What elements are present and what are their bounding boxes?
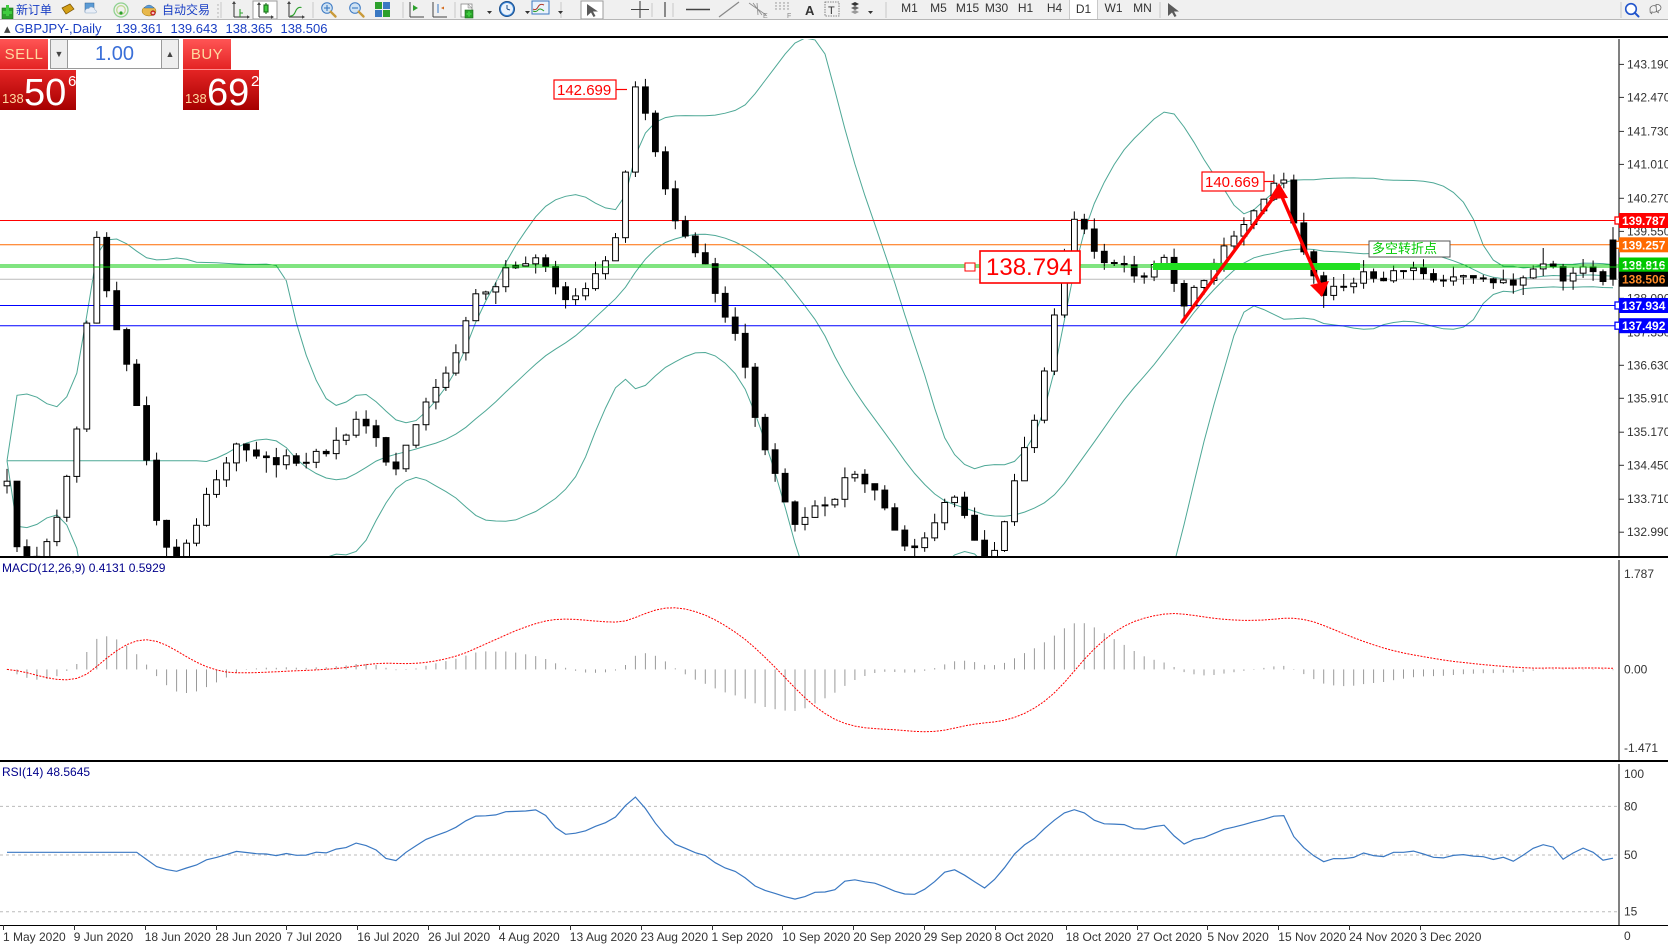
svg-text:132.990: 132.990 xyxy=(1627,525,1668,539)
svg-text:多空转折点: 多空转折点 xyxy=(1372,241,1437,256)
svg-text:A: A xyxy=(805,3,815,18)
svg-text:135.170: 135.170 xyxy=(1627,425,1668,439)
svg-text:0.00: 0.00 xyxy=(1624,662,1648,676)
svg-text:15: 15 xyxy=(1624,905,1638,919)
svg-text:-1.471: -1.471 xyxy=(1624,741,1658,755)
svg-text:143.190: 143.190 xyxy=(1627,57,1668,71)
svg-text:F: F xyxy=(787,13,791,20)
svg-text:新订单: 新订单 xyxy=(16,2,52,17)
svg-text:100: 100 xyxy=(1624,767,1644,781)
svg-text:T: T xyxy=(828,5,835,17)
svg-text:自动交易: 自动交易 xyxy=(162,2,210,17)
svg-text:134.450: 134.450 xyxy=(1627,458,1668,472)
svg-text:142.470: 142.470 xyxy=(1627,90,1668,104)
svg-text:50: 50 xyxy=(1624,848,1638,862)
svg-text:137.492: 137.492 xyxy=(1622,319,1666,333)
svg-text:MACD(12,26,9) 0.4131 0.5929: MACD(12,26,9) 0.4131 0.5929 xyxy=(2,561,166,575)
svg-text:136.630: 136.630 xyxy=(1627,358,1668,372)
svg-text:141.010: 141.010 xyxy=(1627,157,1668,171)
svg-text:138.794: 138.794 xyxy=(986,254,1073,281)
svg-text:140.669: 140.669 xyxy=(1205,174,1259,191)
svg-text:80: 80 xyxy=(1624,799,1638,813)
svg-text:RSI(14) 48.5645: RSI(14) 48.5645 xyxy=(2,765,90,779)
svg-text:137.934: 137.934 xyxy=(1622,299,1666,313)
svg-text:141.730: 141.730 xyxy=(1627,124,1668,138)
svg-text:135.910: 135.910 xyxy=(1627,391,1668,405)
svg-text:1.787: 1.787 xyxy=(1624,567,1654,581)
svg-text:142.699: 142.699 xyxy=(557,82,611,99)
svg-text:0: 0 xyxy=(1624,929,1631,943)
svg-text:138.506: 138.506 xyxy=(1622,273,1666,287)
svg-text:E: E xyxy=(763,13,768,20)
svg-text:138.816: 138.816 xyxy=(1622,259,1666,273)
svg-text:139.257: 139.257 xyxy=(1622,238,1666,252)
svg-text:140.270: 140.270 xyxy=(1627,191,1668,205)
svg-text:133.710: 133.710 xyxy=(1627,492,1668,506)
svg-text:139.787: 139.787 xyxy=(1622,214,1666,228)
